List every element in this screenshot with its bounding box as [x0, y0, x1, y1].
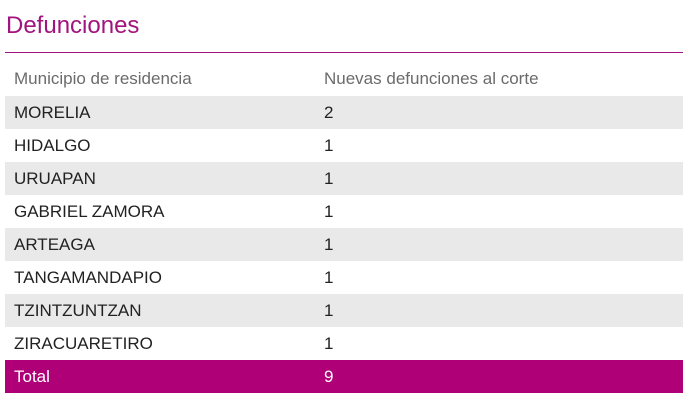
page-title: Defunciones	[6, 12, 140, 39]
table-row: URUAPAN 1	[5, 162, 683, 195]
deaths-table: Municipio de residencia Nuevas defuncion…	[5, 62, 683, 393]
table-row: GABRIEL ZAMORA 1	[5, 195, 683, 228]
defunciones-cell: 2	[324, 102, 334, 122]
table-header-row: Municipio de residencia Nuevas defuncion…	[5, 62, 683, 96]
title-divider	[5, 52, 683, 53]
municipio-cell: URUAPAN	[14, 168, 96, 188]
municipio-cell: GABRIEL ZAMORA	[14, 201, 165, 221]
municipio-cell: MORELIA	[14, 102, 91, 122]
table-row: ARTEAGA 1	[5, 228, 683, 261]
defunciones-cell: 1	[324, 168, 334, 188]
municipio-cell: ZIRACUARETIRO	[14, 333, 153, 353]
defunciones-cell: 1	[324, 267, 334, 287]
table-row: HIDALGO 1	[5, 129, 683, 162]
header-municipio: Municipio de residencia	[14, 69, 192, 88]
municipio-cell: HIDALGO	[14, 135, 91, 155]
total-row: Total 9	[5, 360, 683, 393]
defunciones-cell: 1	[324, 300, 334, 320]
table-row: TZINTZUNTZAN 1	[5, 294, 683, 327]
table-row: ZIRACUARETIRO 1	[5, 327, 683, 360]
header-defunciones: Nuevas defunciones al corte	[324, 69, 539, 88]
defunciones-cell: 1	[324, 135, 334, 155]
defunciones-cell: 1	[324, 234, 334, 254]
total-label: Total	[14, 366, 50, 386]
defunciones-cell: 1	[324, 201, 334, 221]
municipio-cell: TZINTZUNTZAN	[14, 300, 142, 320]
municipio-cell: ARTEAGA	[14, 234, 95, 254]
municipio-cell: TANGAMANDAPIO	[14, 267, 162, 287]
total-value: 9	[324, 366, 334, 386]
defunciones-cell: 1	[324, 333, 334, 353]
table-row: MORELIA 2	[5, 96, 683, 129]
table-row: TANGAMANDAPIO 1	[5, 261, 683, 294]
